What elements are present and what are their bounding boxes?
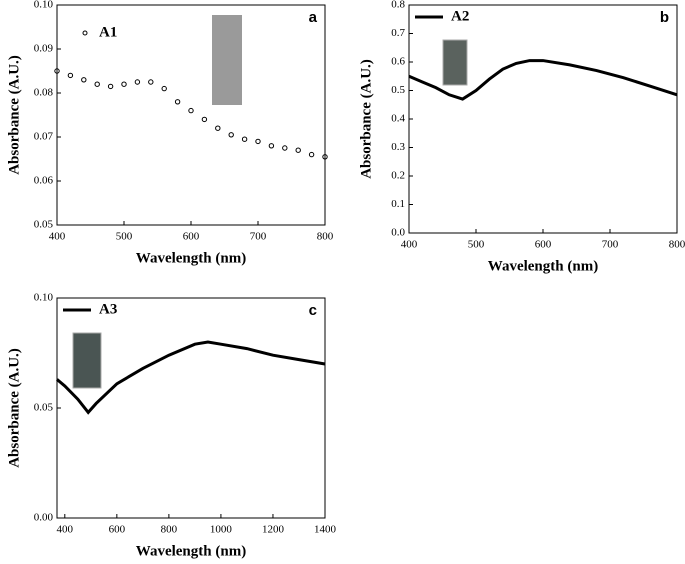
data-point: [134, 79, 141, 85]
x-tick-label: 1400: [314, 524, 337, 536]
data-point: [282, 145, 288, 151]
data-point: [107, 83, 114, 90]
data-point: [295, 147, 301, 153]
plot-frame: [56, 4, 326, 226]
data-point: [161, 85, 167, 92]
x-tick-label: 400: [49, 231, 66, 243]
x-tick-label: 700: [602, 239, 619, 251]
data-point: [322, 154, 328, 160]
y-tick-label: 0.00: [34, 512, 54, 524]
y-tick-label: 0.06: [34, 175, 54, 187]
data-point: [201, 116, 208, 123]
y-axis-title: Absorbance (A.U.): [6, 55, 22, 175]
data-point: [188, 107, 194, 114]
data-point: [174, 99, 181, 105]
data-point: [67, 72, 74, 79]
x-tick-label: 400: [401, 239, 418, 251]
data-point: [148, 79, 154, 85]
legend-label: A1: [99, 24, 117, 40]
y-tick-label: 0.05: [34, 219, 54, 231]
x-tick-label: 500: [468, 239, 485, 251]
y-tick-label: 0.7: [391, 27, 405, 39]
y-tick-label: 0.4: [391, 113, 405, 125]
y-tick-label: 0.10: [34, 292, 54, 304]
y-axis-title: Absorbance (A.U.): [6, 348, 22, 468]
x-axis-title: Wavelength (nm): [136, 543, 246, 559]
data-line: [408, 59, 678, 101]
vial-photo: [212, 15, 242, 105]
data-point: [241, 136, 248, 142]
x-tick-label: 500: [116, 231, 133, 243]
x-tick-label: 600: [109, 524, 126, 536]
x-axis-title: Wavelength (nm): [488, 258, 598, 274]
data-point: [308, 151, 315, 158]
vial-photo: [442, 39, 468, 86]
y-tick-label: 0.5: [391, 84, 405, 96]
y-tick-label: 0.6: [391, 56, 405, 68]
x-axis-title: Wavelength (nm): [136, 250, 246, 266]
legend-marker: [82, 30, 88, 36]
x-tick-label: 1200: [262, 524, 285, 536]
x-tick-label: 400: [57, 524, 74, 536]
x-tick-label: 700: [250, 231, 267, 243]
x-tick-label: 600: [183, 231, 200, 243]
data-point: [228, 132, 234, 138]
data-point: [255, 138, 261, 145]
x-tick-label: 1000: [210, 524, 233, 536]
y-tick-label: 0.8: [391, 0, 405, 11]
y-axis-title: Absorbance (A.U.): [358, 59, 374, 179]
y-tick-label: 0.0: [391, 227, 405, 239]
data-line: [56, 340, 326, 415]
y-tick-label: 0.10: [34, 0, 54, 11]
panel-label: a: [309, 9, 318, 26]
data-point: [94, 81, 100, 87]
x-tick-label: 800: [317, 231, 334, 243]
data-point: [268, 143, 275, 149]
data-point: [121, 81, 127, 87]
y-tick-label: 0.1: [391, 198, 405, 210]
x-tick-label: 600: [535, 239, 552, 251]
y-tick-label: 0.3: [391, 141, 405, 153]
y-tick-label: 0.08: [34, 87, 54, 99]
plot-frame: [408, 4, 678, 234]
y-tick-label: 0.07: [34, 131, 54, 143]
data-point: [81, 77, 87, 83]
data-point: [54, 68, 60, 74]
data-point: [215, 125, 221, 131]
vial-photo: [72, 332, 102, 389]
y-tick-label: 0.09: [34, 43, 54, 55]
x-tick-label: 800: [669, 239, 685, 251]
y-tick-label: 0.05: [34, 402, 54, 414]
panel-label: b: [660, 9, 669, 26]
x-tick-label: 800: [161, 524, 178, 536]
y-tick-label: 0.2: [391, 170, 405, 182]
legend-label: A2: [451, 8, 469, 24]
plot-frame: [56, 297, 326, 519]
legend-label: A3: [99, 301, 117, 317]
panel-label: c: [309, 302, 317, 319]
